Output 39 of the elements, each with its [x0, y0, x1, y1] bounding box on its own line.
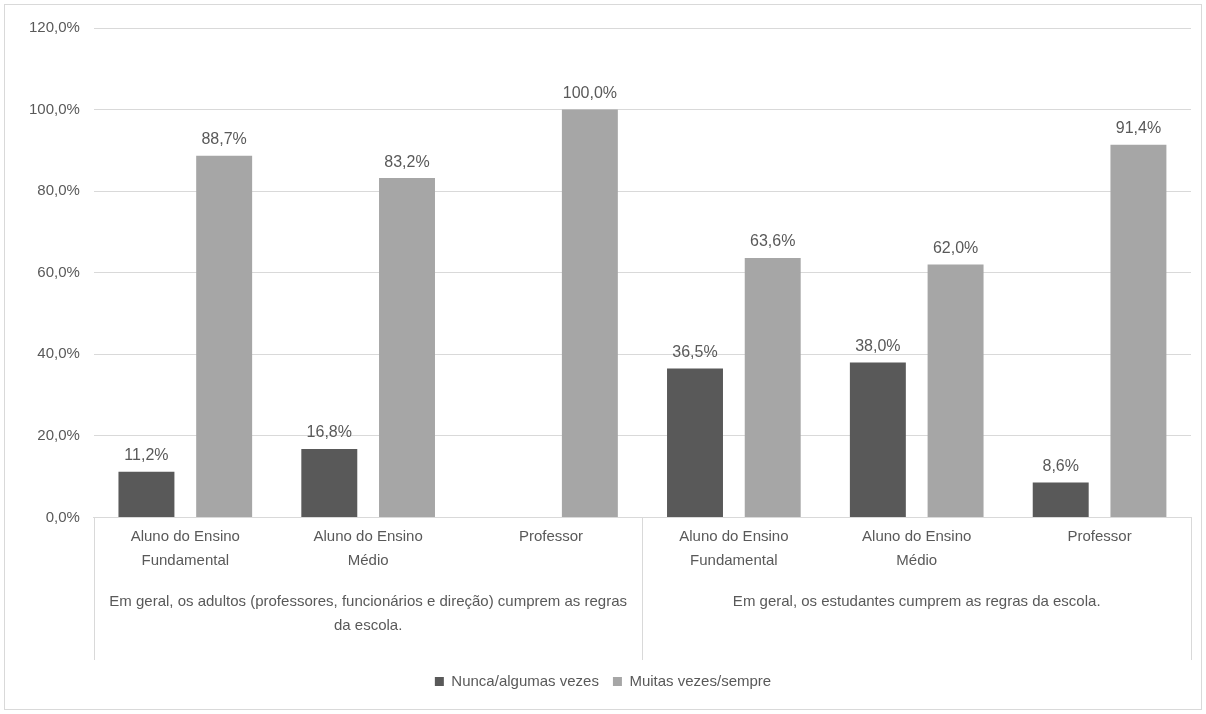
- bar: [667, 368, 723, 517]
- bar: [118, 471, 175, 517]
- x-tick-label: Aluno do Ensino Médio: [862, 527, 972, 568]
- bar: [744, 258, 801, 517]
- bar: [1032, 482, 1089, 517]
- y-tick-label: 100,0%: [29, 99, 80, 117]
- data-label: 91,4%: [1115, 119, 1162, 137]
- x-tick-label: Professor: [1067, 527, 1132, 545]
- x-tick-label: Aluno do Ensino Médio: [313, 527, 423, 568]
- bar: [196, 155, 253, 517]
- x-tick-label: Professor: [518, 527, 584, 545]
- data-label: 63,6%: [750, 232, 796, 250]
- data-label: 8,6%: [1042, 456, 1079, 474]
- data-label: 38,0%: [855, 336, 901, 354]
- y-tick-label: 40,0%: [37, 344, 80, 362]
- y-tick-label: 120,0%: [29, 18, 80, 36]
- legend-label: Muitas vezes/sempre: [629, 671, 772, 689]
- y-tick-label: 60,0%: [37, 262, 80, 280]
- data-label: 62,0%: [932, 239, 979, 256]
- bar: [301, 448, 358, 517]
- y-tick-label: 0,0%: [45, 507, 80, 525]
- bar: [1110, 144, 1167, 517]
- bar: [561, 109, 618, 517]
- y-tick-label: 20,0%: [37, 426, 80, 444]
- y-tick-label: 80,0%: [37, 181, 80, 199]
- legend-label: Nunca/algumas vezes: [451, 671, 599, 689]
- bar: [927, 264, 984, 517]
- bar: [849, 362, 906, 517]
- data-label: 16,8%: [306, 423, 352, 441]
- text: Em geral, os estudantes cumprem as regras da escola.: [732, 591, 1101, 609]
- x-tick-label: Aluno do Ensino Fundamental: [679, 527, 789, 568]
- data-label: 88,7%: [201, 130, 247, 148]
- bar: [379, 178, 435, 517]
- x-tick-label: Aluno do Ensino Fundamental: [130, 527, 240, 568]
- data-label: 11,2%: [124, 446, 169, 464]
- data-label: 36,5%: [672, 343, 718, 361]
- data-label: 83,2%: [384, 152, 430, 170]
- data-label: 100,0%: [562, 83, 617, 101]
- text: Em geral, os adultos (professores, funcionários e direção) cumprem as regras da escola.: [109, 591, 628, 633]
